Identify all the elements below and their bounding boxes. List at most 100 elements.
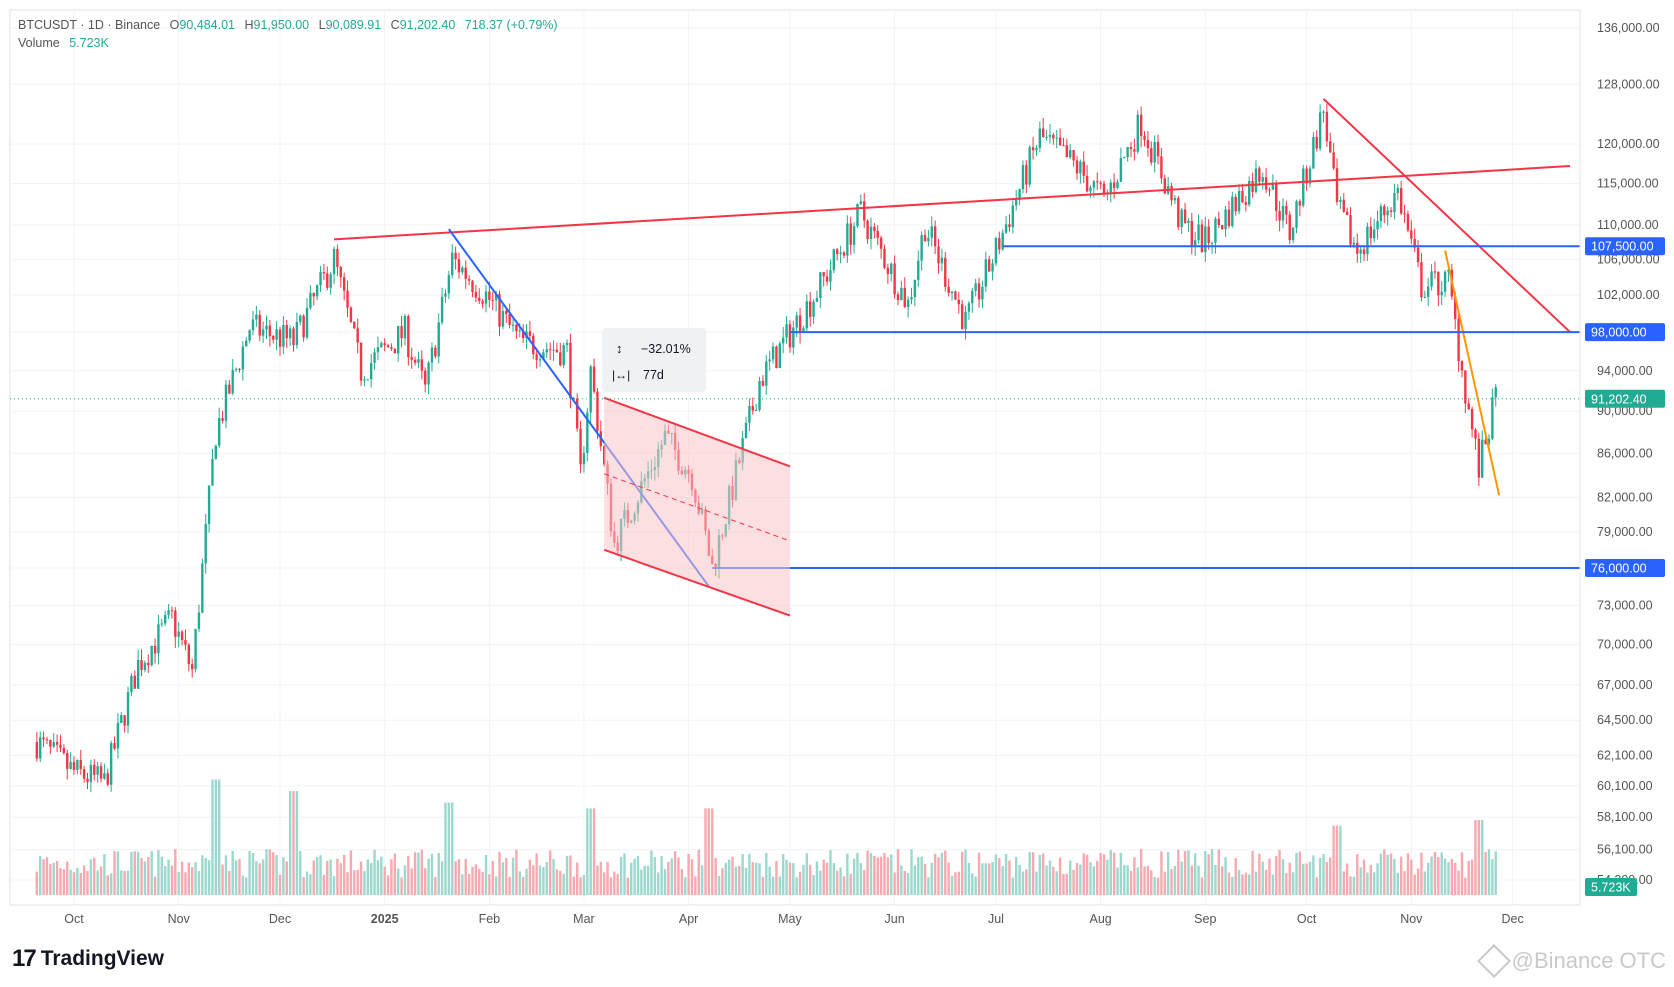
volume-bar — [1481, 819, 1484, 895]
candle-body — [927, 237, 930, 242]
candle-body — [72, 761, 76, 771]
candle-body — [822, 272, 825, 277]
volume-bar — [1089, 862, 1092, 895]
channel-fill[interactable] — [604, 397, 790, 616]
volume-bar — [207, 860, 211, 895]
candle-body — [1393, 193, 1396, 213]
volume-bar — [430, 853, 434, 895]
volume-bar — [866, 850, 869, 895]
candle-body — [1312, 137, 1315, 169]
candle-body — [1126, 146, 1129, 158]
candle-body — [748, 405, 751, 423]
volume-bar — [241, 875, 245, 895]
candle-body — [1379, 206, 1383, 222]
candle-body — [1129, 146, 1133, 150]
time-axis[interactable]: Oct Nov Dec 2025 Feb Mar Apr May Jun Jul Aug Sep Oct… — [10, 904, 1580, 926]
candle-body — [1072, 150, 1075, 161]
volume-bar — [413, 852, 417, 895]
symbol-label[interactable]: BTCUSDT · 1D · Binance — [18, 18, 161, 32]
volume-bar — [744, 867, 748, 895]
trendline[interactable] — [333, 165, 1571, 241]
channel-upper[interactable] — [603, 396, 791, 468]
candle-body — [282, 324, 285, 347]
candle-body — [116, 722, 120, 749]
y-tick-label: 86,000.00 — [1597, 446, 1653, 460]
candle-body — [1396, 188, 1400, 194]
volume-bar — [839, 867, 842, 895]
volume-bar — [1021, 871, 1025, 895]
volume-bar — [552, 858, 555, 895]
volume-bar — [133, 851, 136, 895]
volume-bar — [282, 857, 285, 895]
volume-bar — [45, 857, 49, 895]
candle-body — [1062, 145, 1065, 147]
volume-bar — [1075, 862, 1079, 895]
candle-body — [1325, 111, 1329, 142]
candle-body — [69, 761, 72, 769]
volume-bar — [505, 857, 508, 895]
drawings — [10, 98, 1580, 617]
candle-body — [305, 307, 309, 338]
tradingview-wordmark: TradingView — [40, 947, 165, 970]
volume-bar — [765, 852, 768, 895]
channel-mid — [604, 473, 791, 542]
volume-bar — [130, 851, 133, 895]
candle-body — [1187, 220, 1190, 223]
candle-body — [1433, 271, 1437, 273]
volume-bar — [457, 859, 461, 895]
candle-body — [349, 307, 353, 322]
volume-bar — [1258, 853, 1261, 895]
volume-bar — [673, 851, 677, 895]
candle-body — [977, 283, 981, 300]
volume-bar — [302, 877, 305, 895]
volume-bar — [653, 857, 657, 895]
channel-lower[interactable] — [603, 548, 791, 617]
candle-body — [781, 337, 785, 344]
trendline[interactable] — [1322, 98, 1571, 333]
candle-body — [1048, 135, 1052, 137]
volume-bar — [93, 857, 96, 895]
candle-body — [1258, 168, 1261, 182]
candle-body — [1096, 181, 1099, 183]
volume-bar — [126, 870, 130, 895]
volume-bar — [528, 859, 532, 895]
volume-bar — [771, 876, 775, 895]
volume-label[interactable]: Volume — [18, 36, 60, 50]
volume-bar — [197, 870, 201, 895]
candle-body — [758, 380, 761, 410]
trendline[interactable] — [1444, 250, 1501, 496]
candle-body — [315, 285, 319, 297]
volume-bar — [525, 868, 528, 895]
volume-bar — [873, 855, 876, 895]
volume-bar — [410, 868, 413, 895]
candle-body — [1227, 209, 1231, 227]
candle-body — [1332, 152, 1335, 169]
volume-bar — [464, 859, 467, 895]
candle-body — [42, 737, 45, 740]
candle-body — [920, 235, 923, 261]
volume-bar — [1217, 849, 1221, 895]
tradingview-logo[interactable]: 17 TradingView — [12, 945, 164, 973]
volume-bar — [1251, 850, 1254, 895]
volume-bar — [697, 849, 700, 895]
volume-bar — [494, 876, 498, 895]
candle-body — [393, 348, 397, 354]
volume-bar — [910, 849, 913, 895]
volume-bar — [380, 856, 383, 895]
candle-body — [299, 315, 302, 322]
volume-bar — [1271, 874, 1275, 895]
volume-bar — [930, 862, 933, 895]
candle-body — [1136, 114, 1139, 152]
volume-bar — [170, 865, 174, 895]
x-tick-label: Oct — [64, 912, 84, 926]
volume-bar — [960, 851, 964, 895]
price-axis[interactable]: 136,000.00 128,000.00 120,000.00 115,000.00… — [1579, 10, 1660, 905]
candle-body — [775, 346, 778, 369]
volume-bar — [792, 863, 795, 895]
candle-body — [1190, 220, 1194, 246]
candle-body — [359, 342, 363, 381]
candle-body — [1146, 139, 1150, 149]
x-tick-label: Nov — [168, 912, 191, 926]
candle-body — [1302, 168, 1305, 206]
